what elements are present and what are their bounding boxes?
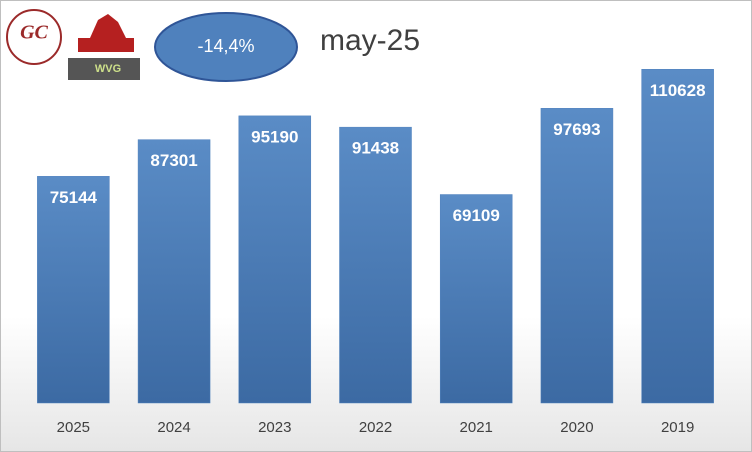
annotation-bubble	[154, 12, 298, 82]
data-label: 87301	[150, 151, 197, 170]
data-label: 95190	[251, 127, 298, 146]
data-label: 75144	[50, 188, 98, 207]
bar	[137, 139, 211, 404]
bar	[641, 69, 714, 404]
logo-text: WVG	[95, 63, 121, 75]
chart-title: may-25	[320, 24, 420, 57]
bar	[540, 108, 614, 404]
data-label: 97693	[553, 120, 600, 139]
data-label: 91438	[352, 139, 399, 158]
bar	[439, 194, 513, 404]
x-tick-label: 2022	[359, 419, 392, 436]
bar	[238, 115, 312, 404]
x-tick-label: 2021	[460, 419, 493, 436]
annotation: -14,4%	[197, 36, 254, 56]
logo-text: GC	[20, 22, 48, 44]
x-tick-label: 2020	[560, 419, 593, 436]
x-tick-label: 2023	[258, 419, 291, 436]
logo-red	[78, 14, 134, 52]
x-tick-label: 2024	[157, 419, 190, 436]
logo-wvg: WVG	[68, 58, 140, 80]
logo-gc: GC	[6, 9, 62, 65]
data-label: 110628	[650, 81, 706, 100]
x-tick-label: 2019	[661, 419, 694, 436]
x-tick-label: 2025	[57, 419, 90, 436]
bar	[339, 126, 412, 404]
data-label: 69109	[453, 206, 500, 225]
bar	[37, 176, 110, 404]
